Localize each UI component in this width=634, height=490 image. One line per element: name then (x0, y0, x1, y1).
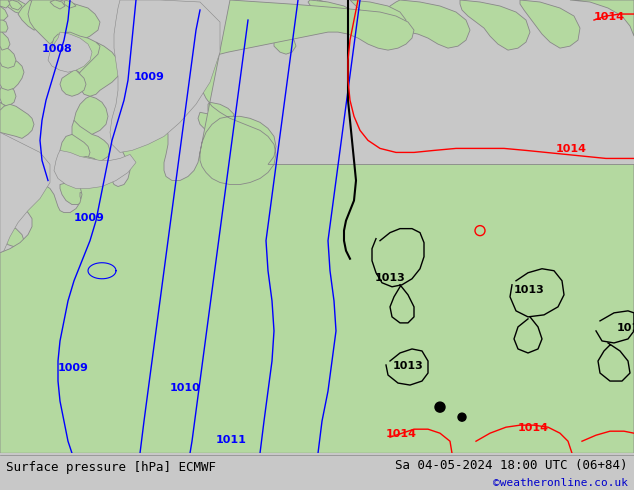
Polygon shape (570, 0, 634, 36)
Polygon shape (0, 6, 8, 20)
Polygon shape (386, 0, 470, 48)
Polygon shape (60, 182, 86, 204)
Polygon shape (60, 134, 90, 165)
Polygon shape (72, 121, 110, 163)
Polygon shape (0, 82, 16, 106)
Polygon shape (54, 150, 136, 189)
Text: 1013: 1013 (514, 285, 545, 295)
Polygon shape (60, 70, 86, 96)
Polygon shape (0, 52, 24, 90)
Polygon shape (0, 104, 34, 138)
Polygon shape (0, 202, 16, 224)
Text: Surface pressure [hPa] ECMWF: Surface pressure [hPa] ECMWF (6, 462, 216, 474)
Text: 1008: 1008 (42, 44, 73, 54)
Text: 1014: 1014 (556, 145, 587, 154)
Polygon shape (5, 0, 30, 14)
Polygon shape (0, 102, 12, 126)
Polygon shape (0, 182, 16, 202)
Polygon shape (48, 32, 92, 72)
Polygon shape (4, 60, 20, 82)
Text: 1013: 1013 (393, 361, 424, 371)
Polygon shape (0, 132, 50, 253)
Text: 1014: 1014 (518, 423, 549, 433)
Polygon shape (80, 193, 112, 215)
Text: 1014: 1014 (594, 12, 625, 22)
Polygon shape (0, 222, 24, 246)
Circle shape (435, 402, 445, 412)
Polygon shape (0, 163, 18, 187)
Text: 1013: 1013 (617, 323, 634, 333)
Text: ©weatheronline.co.uk: ©weatheronline.co.uk (493, 478, 628, 488)
Polygon shape (208, 102, 234, 124)
Text: 1014: 1014 (386, 429, 417, 439)
Polygon shape (64, 0, 76, 8)
Text: 1009: 1009 (58, 363, 89, 373)
Text: 1013: 1013 (375, 273, 406, 283)
Polygon shape (0, 0, 10, 8)
Polygon shape (0, 30, 10, 50)
Polygon shape (0, 18, 8, 32)
Polygon shape (198, 112, 226, 134)
Polygon shape (0, 0, 634, 453)
Polygon shape (18, 0, 50, 30)
Text: 1010: 1010 (170, 383, 201, 393)
Text: 1009: 1009 (74, 213, 105, 222)
Polygon shape (0, 143, 22, 167)
Polygon shape (274, 32, 296, 54)
Text: 1011: 1011 (216, 435, 247, 445)
Text: 1009: 1009 (134, 72, 165, 82)
Polygon shape (50, 0, 65, 9)
Polygon shape (110, 0, 220, 152)
Circle shape (458, 413, 466, 421)
Polygon shape (74, 96, 108, 136)
Polygon shape (310, 0, 332, 22)
Polygon shape (290, 12, 310, 34)
Polygon shape (52, 32, 108, 76)
Polygon shape (0, 42, 16, 68)
Text: Sa 04-05-2024 18:00 UTC (06+84): Sa 04-05-2024 18:00 UTC (06+84) (395, 459, 628, 471)
Polygon shape (520, 0, 580, 48)
Polygon shape (308, 0, 356, 30)
Polygon shape (350, 0, 406, 32)
Polygon shape (8, 0, 22, 10)
Polygon shape (28, 0, 100, 44)
Polygon shape (460, 0, 530, 50)
Polygon shape (78, 42, 120, 96)
